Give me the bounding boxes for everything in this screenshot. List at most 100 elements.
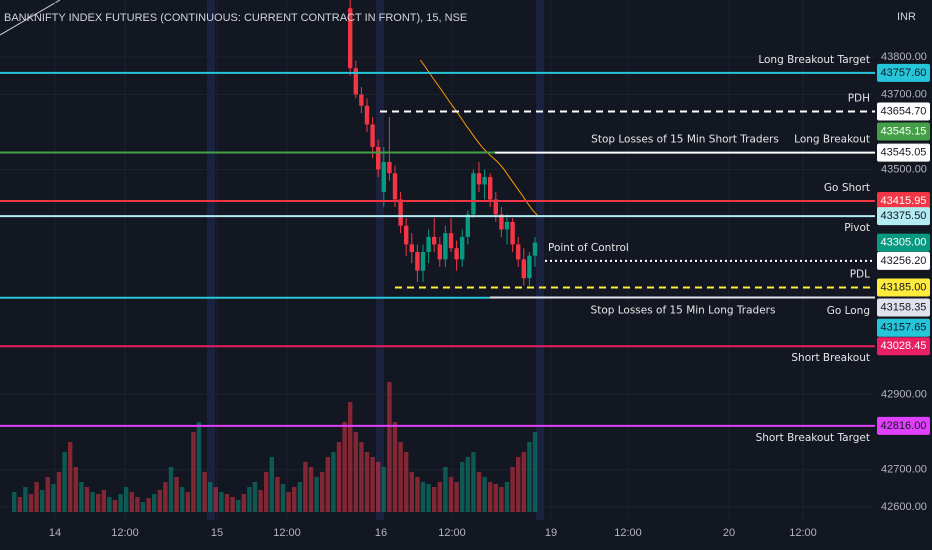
- volume-bar: [135, 497, 140, 512]
- candle-body: [471, 173, 476, 215]
- volume-bar: [532, 432, 538, 512]
- volume-bar: [359, 442, 364, 512]
- x-tick-label: 16: [375, 527, 387, 539]
- volume-bar: [275, 477, 280, 512]
- candle-body: [359, 94, 364, 106]
- last-price-box: [877, 233, 930, 252]
- volume-bar: [364, 452, 370, 512]
- price-label-box: [877, 298, 930, 317]
- volume-bar: [493, 484, 498, 512]
- session-band: [207, 0, 215, 520]
- volume-bar: [73, 467, 78, 512]
- volume-bar: [174, 477, 179, 512]
- candle-body: [460, 236, 465, 260]
- volume-bar: [163, 482, 168, 512]
- volume-bar: [482, 477, 487, 512]
- volume-bar: [168, 467, 174, 512]
- volume-bar: [286, 492, 291, 512]
- volume-bar: [471, 452, 476, 512]
- volume-bar: [488, 482, 493, 512]
- level-name: Long Breakout: [794, 134, 870, 146]
- candle-body: [504, 221, 510, 230]
- y-tick-label: 43500.00: [881, 163, 927, 175]
- volume-bar: [107, 497, 112, 512]
- volume-bar: [460, 462, 465, 512]
- volume-bar: [236, 500, 241, 512]
- candle-body: [348, 8, 353, 69]
- volume-bar: [157, 490, 162, 512]
- chart-title: BANKNIFTY INDEX FUTURES (CONTINUOUS: CUR…: [4, 12, 467, 24]
- volume-bar: [264, 472, 269, 512]
- volume-bar: [437, 482, 442, 512]
- volume-bar: [213, 487, 218, 512]
- session-band: [376, 0, 384, 520]
- volume-bar: [521, 452, 526, 512]
- candle-body: [465, 214, 470, 237]
- price-label-box: [877, 416, 930, 435]
- volume-bar: [465, 457, 470, 512]
- volume-bar: [202, 472, 207, 512]
- candle-body: [409, 244, 414, 252]
- volume-bar: [325, 457, 330, 512]
- volume-bar: [415, 477, 420, 512]
- candle-body: [532, 242, 538, 256]
- volume-bar: [432, 487, 437, 512]
- volume-bar: [331, 452, 336, 512]
- candle-body: [426, 236, 431, 252]
- volume-bar: [40, 490, 45, 512]
- level-name: Long Breakout Target: [758, 54, 870, 66]
- level-name: Point of Control: [548, 242, 629, 254]
- level-name: PDH: [848, 92, 870, 104]
- volume-bar: [23, 487, 28, 512]
- level-name: Short Breakout: [791, 352, 870, 364]
- candle-body: [527, 255, 532, 279]
- price-label-box: [877, 191, 930, 210]
- x-tick-label: 12:00: [789, 527, 817, 539]
- volume-bar: [476, 472, 482, 512]
- level-name: Pivot: [844, 222, 870, 234]
- price-label: 43375.50: [881, 210, 927, 222]
- volume-bar: [191, 432, 196, 512]
- price-label: 42816.00: [881, 420, 927, 432]
- x-tick-label: 12:00: [614, 527, 642, 539]
- volume-bar: [280, 484, 286, 512]
- volume-bar: [443, 467, 448, 512]
- volume-bar: [292, 487, 297, 512]
- candle-body: [353, 68, 358, 95]
- price-label: 43157.65: [881, 322, 927, 334]
- candle-body: [521, 259, 526, 279]
- y-tick-label: 42900.00: [881, 388, 927, 400]
- volume-bar: [28, 494, 34, 512]
- level-name: Go Long: [827, 305, 870, 317]
- x-tick-label: 14: [49, 527, 61, 539]
- volume-bar: [79, 482, 84, 512]
- volume-bar: [269, 457, 274, 512]
- candle-body: [476, 173, 482, 185]
- candle-body: [454, 248, 459, 260]
- price-label-box: [877, 63, 930, 82]
- volume-bar: [68, 442, 73, 512]
- price-label: 43545.15: [881, 125, 927, 137]
- volume-bar: [404, 452, 409, 512]
- volume-bar: [84, 487, 90, 512]
- volume-bar: [348, 402, 353, 512]
- volume-bar: [297, 482, 302, 512]
- volume-bar: [409, 472, 414, 512]
- volume-bar: [376, 462, 381, 512]
- volume-bar: [101, 490, 106, 512]
- volume-bar: [527, 442, 532, 512]
- price-label-box: [877, 143, 930, 162]
- volume-bar: [51, 484, 56, 512]
- y-tick-label: 43700.00: [881, 88, 927, 100]
- volume-bar: [504, 482, 510, 512]
- y-tick-label: 42600.00: [881, 501, 927, 513]
- price-label-box: [877, 102, 930, 121]
- volume-bar: [140, 502, 146, 512]
- candle-body: [376, 146, 381, 170]
- x-tick-label: 20: [723, 527, 735, 539]
- level-name: Short Breakout Target: [756, 432, 870, 444]
- y-tick-label: 43800.00: [881, 51, 927, 63]
- level-name: Stop Losses of 15 Min Short Traders: [591, 134, 779, 146]
- level-name: Go Short: [824, 182, 870, 194]
